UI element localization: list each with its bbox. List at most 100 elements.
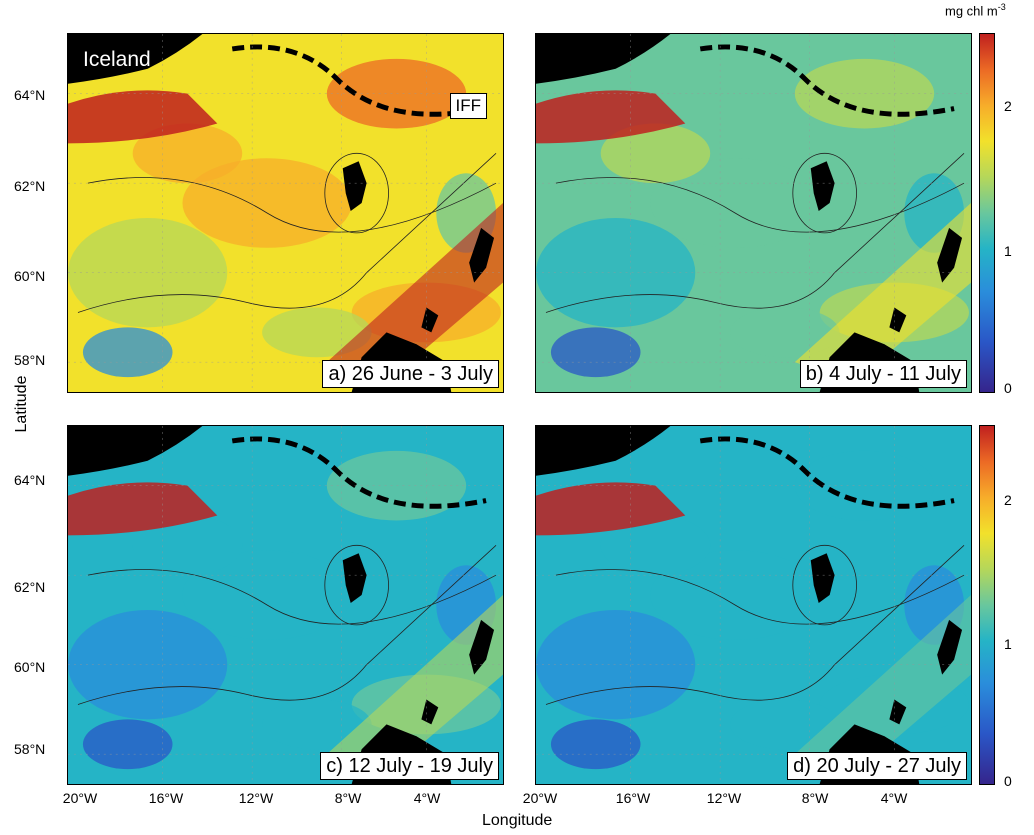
lon-tick-4w-right: 4°W xyxy=(880,790,908,806)
iceland-faroe-front-line xyxy=(699,44,955,117)
bathymetry-contour xyxy=(545,545,965,705)
bathymetry-contour xyxy=(77,545,497,705)
cbar-tick-1-bottom: 1 xyxy=(1004,636,1012,652)
panel-label-d: d) 20 July - 27 July xyxy=(787,752,967,780)
orkney-land xyxy=(889,699,907,725)
lon-tick-20w-left: 20°W xyxy=(62,790,98,806)
chlorophyll-patch xyxy=(182,550,352,640)
chlorophyll-map-c xyxy=(68,426,503,784)
shelf-edge-bloom xyxy=(794,595,971,775)
y-axis-title: Latitude xyxy=(13,375,30,433)
orkney-land xyxy=(421,699,439,725)
cbar-tick-2-top: 2 xyxy=(1004,98,1012,114)
chlorophyll-patch xyxy=(182,158,352,248)
chlorophyll-patch xyxy=(132,123,243,184)
chlorophyll-patch xyxy=(262,307,372,358)
chlorophyll-patch xyxy=(68,217,228,328)
chlorophyll-patch xyxy=(650,158,820,248)
shelf-edge-bloom xyxy=(326,203,503,383)
iceland-faroe-front-line xyxy=(231,436,487,509)
iceland-land xyxy=(536,426,671,476)
iceland-land xyxy=(68,34,203,84)
chlorophyll-patch xyxy=(550,719,641,770)
lon-tick-16w-left: 16°W xyxy=(148,790,184,806)
chlorophyll-map-a xyxy=(68,34,503,392)
bathymetry-contour xyxy=(87,569,497,625)
chlorophyll-patch xyxy=(82,327,173,378)
colorbar-bottom xyxy=(979,425,995,785)
orkney-land xyxy=(421,307,439,333)
faroe-islands-land xyxy=(810,553,835,604)
colorbar-top xyxy=(979,33,995,393)
faroe-shelf-contour xyxy=(792,152,857,234)
map-panel-b: b) 4 July - 11 July xyxy=(535,33,972,393)
cbar-tick-0-bottom: 0 xyxy=(1004,773,1012,789)
faroe-shelf-contour xyxy=(792,544,857,626)
faroe-islands-land xyxy=(342,161,367,212)
lat-tick-62-bottom: 62°N xyxy=(14,579,46,595)
faroe-shelf-contour xyxy=(324,544,389,626)
chlorophyll-patch xyxy=(650,550,820,640)
panel-label-a: a) 26 June - 3 July xyxy=(322,360,499,388)
map-panel-a: Iceland IFF a) 26 June - 3 July xyxy=(67,33,504,393)
iceland-land xyxy=(68,426,203,476)
lon-tick-8w-left: 8°W xyxy=(334,790,362,806)
panel-label-b: b) 4 July - 11 July xyxy=(799,360,967,388)
lat-tick-64-bottom: 64°N xyxy=(14,472,46,488)
shetland-land xyxy=(469,227,495,283)
lat-tick-62-top: 62°N xyxy=(14,178,46,194)
chlorophyll-patch xyxy=(730,699,840,750)
lat-tick-58-bottom: 58°N xyxy=(14,741,46,757)
chlorophyll-patch xyxy=(730,307,840,358)
colorbar-unit: mg chl m-3 xyxy=(945,2,1006,19)
cbar-tick-2-bottom: 2 xyxy=(1004,492,1012,508)
iceland-label: Iceland xyxy=(83,48,151,71)
lon-tick-8w-right: 8°W xyxy=(801,790,829,806)
map-panel-c: c) 12 July - 19 July xyxy=(67,425,504,785)
iceland-faroe-front-line xyxy=(699,436,955,509)
iceland-coastal-bloom xyxy=(68,90,218,144)
shelf-edge-bloom xyxy=(326,595,503,775)
bathymetry-contour xyxy=(555,569,965,625)
faroe-islands-land xyxy=(342,553,367,604)
chlorophyll-map-d xyxy=(536,426,971,784)
shetland-land xyxy=(937,227,963,283)
lat-tick-60-bottom: 60°N xyxy=(14,659,46,675)
lon-tick-4w-left: 4°W xyxy=(413,790,441,806)
bathymetry-contour xyxy=(545,153,965,313)
shelf-edge-bloom xyxy=(794,203,971,383)
iceland-coastal-bloom xyxy=(536,482,686,536)
shetland-land xyxy=(937,619,963,675)
bathymetry-contour xyxy=(555,177,965,233)
panel-label-c: c) 12 July - 19 July xyxy=(320,752,499,780)
faroe-islands-land xyxy=(810,161,835,212)
iceland-faroe-front-line xyxy=(231,44,487,117)
chlorophyll-patch xyxy=(68,609,228,720)
lon-tick-12w-right: 12°W xyxy=(706,790,742,806)
chlorophyll-patch xyxy=(600,123,711,184)
bathymetry-contour xyxy=(77,153,497,313)
x-axis-title: Longitude xyxy=(482,812,553,829)
chlorophyll-patch xyxy=(82,719,173,770)
cbar-tick-1-top: 1 xyxy=(1004,243,1012,259)
lon-tick-12w-left: 12°W xyxy=(238,790,274,806)
chlorophyll-patch xyxy=(262,699,372,750)
iff-label: IFF xyxy=(449,93,487,119)
map-panel-d: d) 20 July - 27 July xyxy=(535,425,972,785)
iceland-coastal-bloom xyxy=(68,482,218,536)
chlorophyll-map-b xyxy=(536,34,971,392)
lat-tick-58-top: 58°N xyxy=(14,352,46,368)
iceland-land xyxy=(536,34,671,84)
orkney-land xyxy=(889,307,907,333)
shetland-land xyxy=(469,619,495,675)
lat-tick-64-top: 64°N xyxy=(14,87,46,103)
lon-tick-16w-right: 16°W xyxy=(615,790,651,806)
lon-tick-20w-right: 20°W xyxy=(522,790,558,806)
chlorophyll-patch xyxy=(600,515,711,576)
lat-tick-60-top: 60°N xyxy=(14,268,46,284)
chlorophyll-patch xyxy=(550,327,641,378)
cbar-tick-0-top: 0 xyxy=(1004,380,1012,396)
chlorophyll-patch xyxy=(132,515,243,576)
bathymetry-contour xyxy=(87,177,497,233)
iceland-coastal-bloom xyxy=(536,90,686,144)
